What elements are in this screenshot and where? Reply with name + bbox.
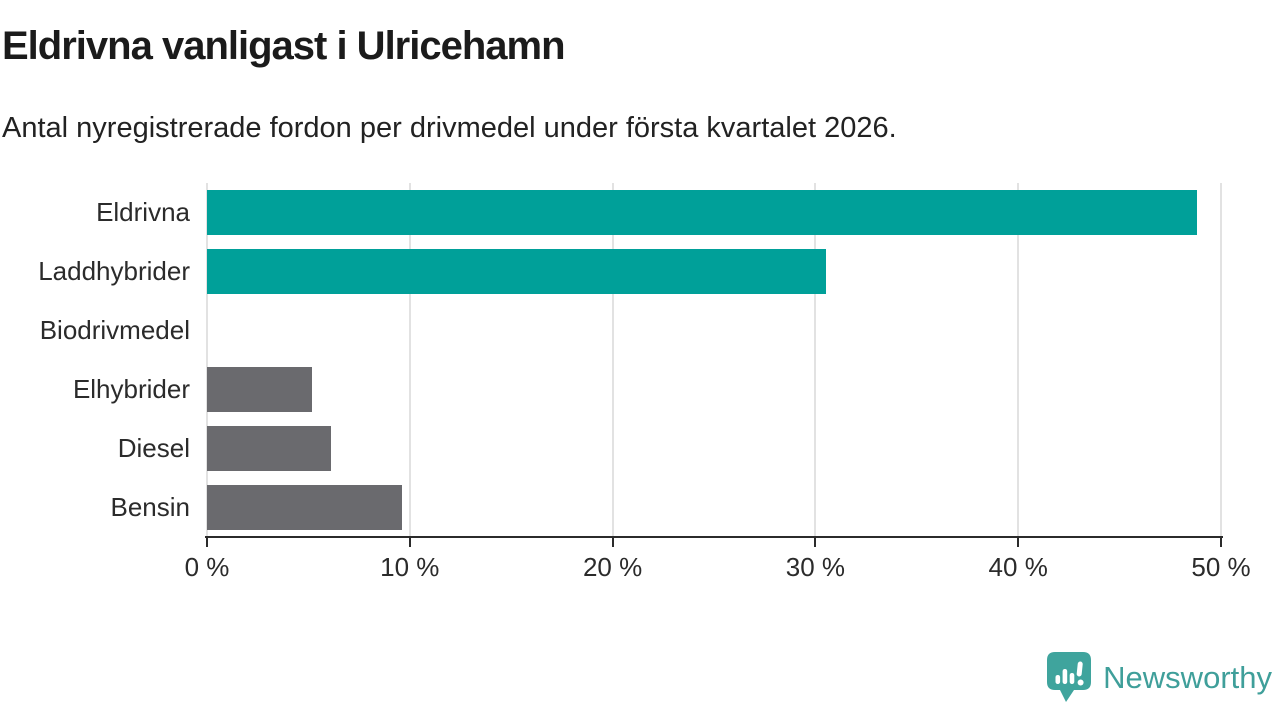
tick-label: 30 % bbox=[785, 552, 846, 582]
newsworthy-bubble-chart-icon bbox=[1047, 652, 1092, 702]
bar-eldrivna bbox=[207, 190, 1197, 235]
bar-row-bensin bbox=[207, 478, 1221, 537]
category-label-laddhybrider: Laddhybrider bbox=[38, 256, 190, 286]
x-axis-line bbox=[205, 536, 1223, 538]
tick-label: 50 % bbox=[1191, 552, 1251, 582]
bar-chart: Eldrivna Laddhybrider Biodrivmedel Elhybrid… bbox=[0, 183, 1224, 537]
gridline bbox=[1017, 183, 1020, 537]
brand-logo: Newsworthy bbox=[1045, 650, 1272, 706]
category-label-eldrivna: Eldrivna bbox=[96, 197, 190, 227]
plot-area bbox=[206, 183, 1222, 537]
tick-mark bbox=[814, 538, 817, 547]
bar-row-diesel bbox=[207, 419, 1221, 478]
x-axis-ticks: 0 % 10 % 20 % 30 % 40 % 50 % bbox=[185, 538, 1251, 588]
category-label-diesel: Diesel bbox=[117, 433, 190, 463]
category-label-bensin: Bensin bbox=[110, 492, 191, 522]
gridline bbox=[1220, 183, 1222, 537]
tick-label: 20 % bbox=[582, 552, 643, 582]
tick-mark bbox=[1017, 538, 1020, 547]
chart-subtitle: Antal nyregistrerade fordon per drivmede… bbox=[2, 112, 897, 144]
gridline bbox=[206, 183, 208, 537]
category-label-biodrivmedel: Biodrivmedel bbox=[39, 315, 190, 345]
bar-row-laddhybrider bbox=[207, 242, 1221, 301]
gridline bbox=[408, 183, 411, 537]
tick-label: 0 % bbox=[184, 552, 230, 582]
bar-bensin bbox=[207, 485, 402, 530]
gridline bbox=[611, 183, 614, 537]
category-label-elhybrider: Elhybrider bbox=[72, 374, 190, 404]
tick-mark bbox=[206, 538, 208, 547]
bar-elhybrider bbox=[207, 367, 313, 412]
gridline bbox=[814, 183, 817, 537]
tick-mark bbox=[1220, 538, 1222, 547]
tick-mark bbox=[408, 538, 411, 547]
bar-row-biodrivmedel bbox=[207, 301, 1221, 360]
brand-name: Newsworthy bbox=[1103, 660, 1272, 695]
bar-diesel bbox=[207, 426, 331, 471]
bar-row-elhybrider bbox=[207, 360, 1221, 419]
bar-row-eldrivna bbox=[207, 183, 1221, 242]
tick-mark bbox=[611, 538, 614, 547]
category-labels: Eldrivna Laddhybrider Biodrivmedel Elhybrid… bbox=[0, 183, 190, 537]
bar-laddhybrider bbox=[207, 249, 826, 294]
tick-label: 40 % bbox=[988, 552, 1048, 582]
tick-label: 10 % bbox=[380, 552, 440, 582]
chart-title: Eldrivna vanligast i Ulricehamn bbox=[2, 24, 566, 68]
